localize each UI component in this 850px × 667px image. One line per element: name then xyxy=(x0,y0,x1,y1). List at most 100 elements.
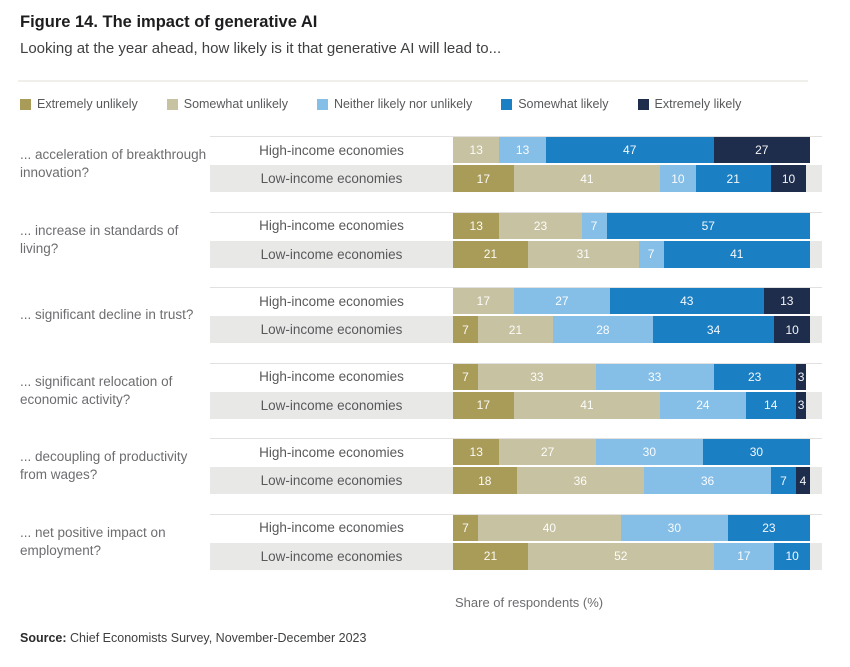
segment-value: 31 xyxy=(576,247,590,261)
economy-row-label: Low-income economies xyxy=(260,397,403,413)
segment-value: 10 xyxy=(785,322,799,337)
segment-value: 13 xyxy=(780,294,794,308)
bar-segment: 31 xyxy=(527,240,639,268)
bar-segment: 41 xyxy=(663,240,810,268)
bar-segment: 14 xyxy=(745,391,796,419)
segment-value: 23 xyxy=(747,369,762,384)
stacked-bar: 7 33 33 23 3 xyxy=(453,363,810,390)
bar-segment: 34 xyxy=(652,316,775,343)
bar-segment: 3 xyxy=(795,391,807,419)
economy-row: Low-income economies 7 21 28 34 10 xyxy=(210,316,822,343)
segment-value: 13 xyxy=(469,143,483,157)
segment-value: 14 xyxy=(764,398,778,412)
segment-value: 21 xyxy=(483,247,498,261)
economy-row: Low-income economies 18 36 36 7 4 xyxy=(210,467,822,494)
bar-segment: 13 xyxy=(453,439,500,465)
segment-value: 28 xyxy=(596,322,610,337)
bar-segment: 21 xyxy=(453,240,528,268)
economy-row: Low-income economies 21 52 17 10 xyxy=(210,542,822,570)
legend-item: Extremely unlikely xyxy=(20,97,138,111)
stacked-bar: 13 13 47 27 xyxy=(453,137,810,163)
segment-value: 36 xyxy=(700,473,715,488)
figure-subtitle: Looking at the year ahead, how likely is… xyxy=(20,40,502,57)
bar-segment: 33 xyxy=(595,363,714,390)
segment-value: 10 xyxy=(781,171,796,186)
segment-value: 13 xyxy=(515,143,530,157)
bar-segment: 41 xyxy=(513,391,661,419)
segment-value: 13 xyxy=(469,218,483,233)
economy-row-label: Low-income economies xyxy=(260,473,403,488)
stacked-bar: 13 23 7 57 xyxy=(453,212,810,239)
economy-row-label: Low-income economies xyxy=(260,548,403,564)
source-text: Chief Economists Survey, November-Decemb… xyxy=(66,631,367,645)
bar-segment: 13 xyxy=(499,137,546,163)
bar-segment: 21 xyxy=(477,316,553,343)
bar-segment: 17 xyxy=(713,542,775,570)
segment-value: 41 xyxy=(580,398,594,412)
segment-value: 30 xyxy=(642,445,656,459)
bar-segment: 7 xyxy=(453,316,478,343)
segment-value: 33 xyxy=(530,369,544,384)
segment-value: 17 xyxy=(737,549,751,563)
bar-segment: 7 xyxy=(638,240,664,268)
legend-swatch-icon xyxy=(316,98,328,110)
question-label: ... increase in standards of living? xyxy=(20,222,179,256)
stacked-bar: 17 41 10 21 10 xyxy=(453,165,810,192)
bar-segment: 36 xyxy=(516,467,644,494)
legend-item: Somewhat unlikely xyxy=(166,97,288,111)
legend-item: Neither likely nor unlikely xyxy=(316,97,473,111)
stacked-bar-chart: ... acceleration of breakthrough innovat… xyxy=(0,136,850,589)
segment-value: 23 xyxy=(762,520,776,535)
segment-value: 21 xyxy=(726,171,740,186)
bar-segment: 17 xyxy=(453,165,514,192)
bar-segment: 30 xyxy=(620,514,728,541)
segment-value: 7 xyxy=(647,247,655,261)
economy-row-label: High-income economies xyxy=(259,293,404,309)
legend-swatch-icon xyxy=(501,98,513,110)
bar-segment: 23 xyxy=(499,212,582,239)
bar-segment: 36 xyxy=(643,467,772,494)
question-label: ... net positive impact on employment? xyxy=(20,524,166,558)
legend-label: Somewhat unlikely xyxy=(183,97,288,111)
bar-segment: 10 xyxy=(660,165,696,192)
segment-value: 47 xyxy=(623,143,637,157)
group-rows: High-income economies 13 27 30 30 Low-incom… xyxy=(210,438,822,496)
bar-segment: 10 xyxy=(770,165,807,192)
economy-row-label: High-income economies xyxy=(259,520,404,535)
segment-value: 17 xyxy=(476,398,491,412)
bar-segment: 13 xyxy=(763,288,810,314)
economy-row: High-income economies 13 13 47 27 xyxy=(210,136,822,163)
bar-segment: 47 xyxy=(545,137,714,163)
legend-label: Somewhat likely xyxy=(518,97,609,111)
segment-value: 57 xyxy=(701,218,715,233)
group-rows: High-income economies 17 27 43 13 Low-incom… xyxy=(210,287,822,345)
economy-row-label: High-income economies xyxy=(259,142,404,158)
segment-value: 23 xyxy=(533,218,548,233)
economy-row-label: Low-income economies xyxy=(260,322,403,337)
legend-swatch-icon xyxy=(637,98,649,110)
segment-value: 27 xyxy=(555,294,569,308)
bar-segment: 7 xyxy=(581,212,607,239)
legend: Extremely unlikely Somewhat unlikely Neith… xyxy=(20,97,835,111)
segment-value: 17 xyxy=(476,294,491,308)
economy-row: High-income economies 17 27 43 13 xyxy=(210,287,822,314)
group-rows: High-income economies 13 13 47 27 Low-incom… xyxy=(210,136,822,194)
bar-segment: 57 xyxy=(606,212,810,239)
divider-line xyxy=(18,80,808,82)
segment-value: 3 xyxy=(797,369,805,384)
question-group: ... decoupling of productivity from wage… xyxy=(0,438,850,494)
stacked-bar: 17 41 24 14 3 xyxy=(453,391,810,419)
question-label: ... decoupling of productivity from wage… xyxy=(20,448,188,482)
segment-value: 18 xyxy=(478,473,492,488)
source-note: Source: Chief Economists Survey, Novembe… xyxy=(20,631,366,645)
bar-segment: 7 xyxy=(453,514,478,541)
question-group: ... increase in standards of living? Hig… xyxy=(0,211,850,268)
economy-row-label: High-income economies xyxy=(259,369,404,384)
bar-segment: 21 xyxy=(453,542,528,570)
bar-segment: 23 xyxy=(713,363,796,390)
segment-value: 41 xyxy=(730,247,744,261)
legend-label: Neither likely nor unlikely xyxy=(333,97,473,111)
segment-value: 27 xyxy=(755,143,769,157)
group-rows: High-income economies 7 33 33 23 3 Low-incom… xyxy=(210,362,822,421)
